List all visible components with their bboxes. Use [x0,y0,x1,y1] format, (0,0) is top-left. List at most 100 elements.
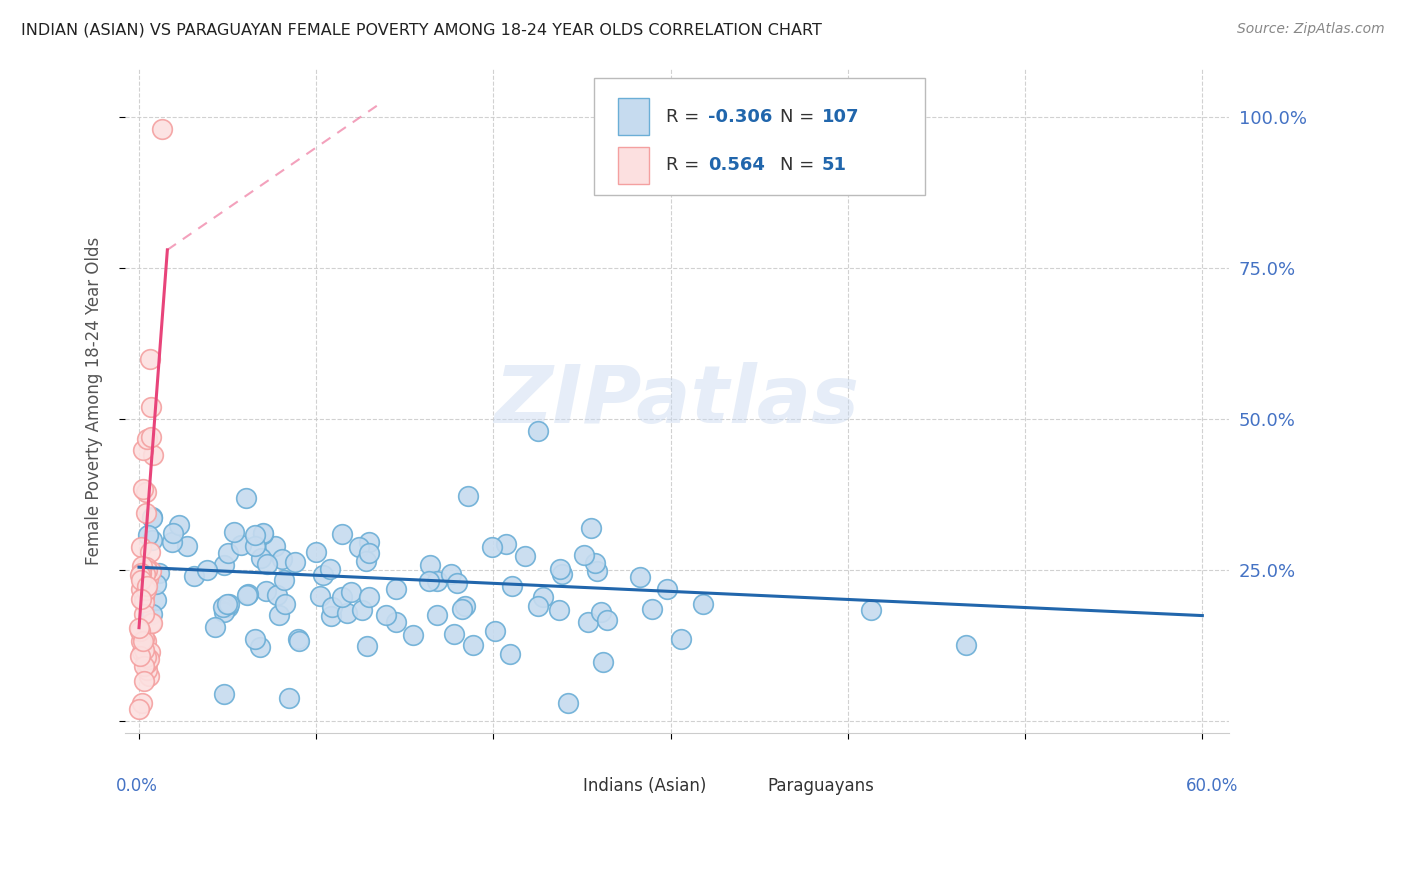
Point [128,624,150,639]
Point [129,541,152,555]
Text: -0.306: -0.306 [707,108,772,126]
Point [129,568,152,582]
Point [278,691,301,706]
Point [141,400,163,414]
Point [131,559,153,574]
Point [440,566,463,581]
Point [131,696,153,710]
Point [347,540,370,554]
Point [330,527,353,541]
Point [141,607,163,621]
Point [574,548,596,562]
Point [138,669,160,683]
Point [235,491,257,505]
Point [245,632,267,646]
Point [141,615,163,630]
Point [217,546,239,560]
Point [641,602,664,616]
Text: ZIPatlas: ZIPatlas [495,362,859,440]
Point [141,511,163,525]
Point [134,658,156,673]
Point [132,607,155,621]
Point [217,600,239,615]
Point [136,432,159,446]
Point [131,634,153,648]
Point [359,535,381,549]
Point [692,597,714,611]
Point [139,565,162,579]
Point [450,601,472,615]
Point [136,573,159,587]
Point [418,574,440,588]
Point [214,558,236,572]
Point [273,573,295,587]
Point [274,597,297,611]
Point [135,559,157,574]
Point [446,576,468,591]
Point [176,540,198,554]
Point [132,643,155,657]
Point [212,600,235,615]
Point [256,557,278,571]
Point [547,602,569,616]
Point [385,582,408,597]
Point [350,603,373,617]
Point [591,605,613,619]
Point [243,539,266,553]
Point [270,552,292,566]
Point [129,582,152,597]
Point [138,351,160,366]
Point [195,563,218,577]
Point [579,521,602,535]
Point [134,631,156,645]
Point [287,632,309,646]
Point [955,638,977,652]
Point [585,565,607,579]
Point [576,615,599,629]
Text: R =: R = [666,108,704,126]
Point [254,584,277,599]
Point [463,639,485,653]
Point [162,525,184,540]
Point [252,526,274,541]
Point [426,574,449,588]
Point [252,527,274,541]
Point [249,551,271,566]
Point [145,593,167,607]
Point [139,544,162,558]
Point [183,569,205,583]
Point [136,528,159,542]
Point [139,645,162,659]
Text: 0.564: 0.564 [707,156,765,174]
Point [129,566,152,581]
Text: 60.0%: 60.0% [1185,777,1237,795]
Point [454,599,477,613]
Point [551,566,574,581]
Point [264,539,287,553]
Point [135,484,157,499]
Point [330,590,353,604]
Point [557,696,579,710]
Text: Paraguayans: Paraguayans [768,777,875,795]
Point [129,573,152,587]
Point [583,556,606,570]
Point [308,589,330,603]
Point [249,640,271,654]
Point [135,634,157,648]
FancyBboxPatch shape [619,147,650,184]
Point [162,534,184,549]
Point [141,510,163,524]
Point [131,645,153,659]
Point [132,482,155,496]
Point [141,533,163,548]
Text: INDIAN (ASIAN) VS PARAGUAYAN FEMALE POVERTY AMONG 18-24 YEAR OLDS CORRELATION CH: INDIAN (ASIAN) VS PARAGUAYAN FEMALE POVE… [21,22,823,37]
Point [484,624,506,638]
Point [354,554,377,568]
Point [167,518,190,533]
Point [595,613,617,627]
Point [129,591,152,606]
Point [135,562,157,576]
Point [129,633,152,648]
Point [204,619,226,633]
Point [139,430,162,444]
